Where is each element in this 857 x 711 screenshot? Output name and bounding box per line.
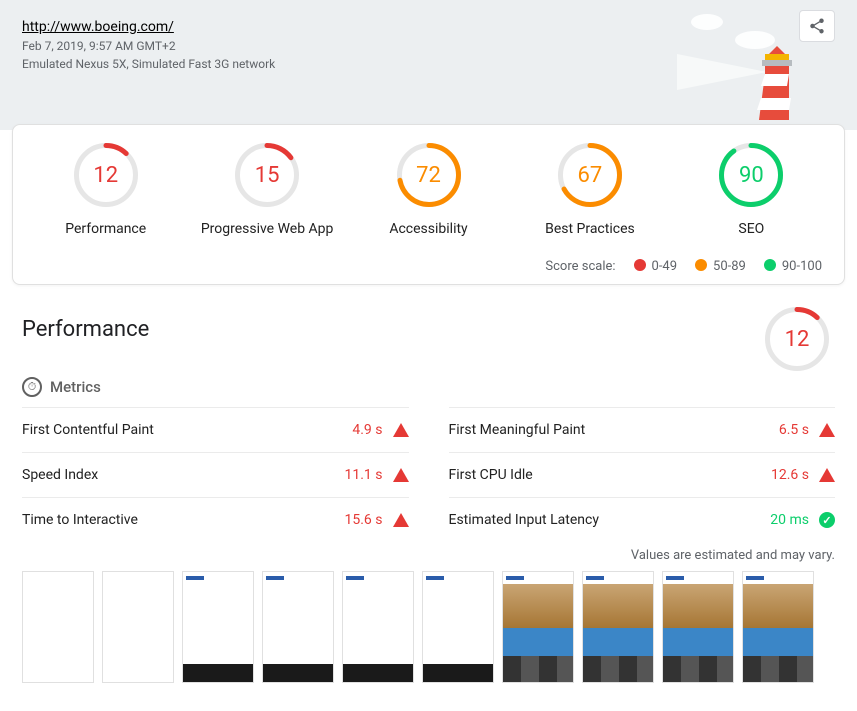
metric-row[interactable]: First CPU Idle 12.6 s — [449, 452, 836, 497]
filmstrip-frame — [742, 571, 814, 683]
report-timestamp: Feb 7, 2019, 9:57 AM GMT+2 — [22, 39, 835, 53]
metric-name: First CPU Idle — [449, 467, 772, 483]
scores-card: 12 Performance 15 Progressive Web App 72… — [12, 124, 845, 285]
score-item-progressive web app[interactable]: 15 Progressive Web App — [186, 143, 347, 237]
filmstrip-frame — [102, 571, 174, 683]
fail-icon — [393, 513, 409, 527]
filmstrip-frame — [662, 571, 734, 683]
share-icon — [808, 17, 826, 35]
score-item-seo[interactable]: 90 SEO — [671, 143, 832, 237]
metric-name: First Meaningful Paint — [449, 422, 779, 438]
score-scale: Score scale: 0-49 50-89 90-100 — [25, 259, 832, 274]
scores-row: 12 Performance 15 Progressive Web App 72… — [25, 143, 832, 237]
metric-row[interactable]: Estimated Input Latency 20 ms — [449, 497, 836, 542]
filmstrip-frame — [502, 571, 574, 683]
filmstrip-frame — [22, 571, 94, 683]
filmstrip — [22, 571, 835, 695]
score-label: Best Practices — [509, 221, 670, 237]
filmstrip-frame — [422, 571, 494, 683]
scale-range: 90-100 — [764, 259, 822, 274]
metrics-column-left: First Contentful Paint 4.9 s Speed Index… — [22, 407, 409, 542]
filmstrip-frame — [342, 571, 414, 683]
metric-name: Speed Index — [22, 467, 345, 483]
metrics-column-right: First Meaningful Paint 6.5 s First CPU I… — [449, 407, 836, 542]
metric-value: 6.5 s — [779, 422, 809, 438]
metric-value: 4.9 s — [352, 422, 382, 438]
values-vary-note: Values are estimated and may vary. — [22, 548, 835, 563]
scale-range: 50-89 — [695, 259, 746, 274]
score-label: Accessibility — [348, 221, 509, 237]
metric-row[interactable]: Time to Interactive 15.6 s — [22, 497, 409, 542]
report-device: Emulated Nexus 5X, Simulated Fast 3G net… — [22, 57, 835, 71]
metric-value: 11.1 s — [345, 467, 383, 483]
score-item-accessibility[interactable]: 72 Accessibility — [348, 143, 509, 237]
metric-row[interactable]: Speed Index 11.1 s — [22, 452, 409, 497]
metric-name: Time to Interactive — [22, 512, 345, 528]
fail-icon — [819, 468, 835, 482]
metric-value: 15.6 s — [345, 512, 383, 528]
performance-section: Performance 12 ⏱ Metrics First Contentfu… — [0, 291, 857, 711]
score-item-performance[interactable]: 12 Performance — [25, 143, 186, 237]
audited-url-link[interactable]: http://www.boeing.com/ — [22, 19, 174, 35]
performance-title: Performance — [22, 317, 765, 342]
share-button[interactable] — [799, 10, 835, 42]
metric-name: First Contentful Paint — [22, 422, 352, 438]
score-item-best practices[interactable]: 67 Best Practices — [509, 143, 670, 237]
scale-range: 0-49 — [634, 259, 678, 274]
metrics-label: Metrics — [50, 378, 101, 396]
metrics-header: ⏱ Metrics — [22, 377, 835, 397]
filmstrip-frame — [262, 571, 334, 683]
fail-icon — [393, 468, 409, 482]
metric-value: 20 ms — [770, 512, 809, 528]
report-header: http://www.boeing.com/ Feb 7, 2019, 9:57… — [0, 0, 857, 130]
score-label: Performance — [25, 221, 186, 237]
pass-icon — [819, 512, 835, 528]
performance-score-gauge: 12 — [765, 307, 829, 371]
fail-icon — [819, 423, 835, 437]
metric-name: Estimated Input Latency — [449, 512, 771, 528]
metric-value: 12.6 s — [771, 467, 809, 483]
score-scale-label: Score scale: — [545, 259, 615, 274]
filmstrip-frame — [182, 571, 254, 683]
metric-row[interactable]: First Meaningful Paint 6.5 s — [449, 407, 836, 452]
stopwatch-icon: ⏱ — [22, 377, 42, 397]
score-label: SEO — [671, 221, 832, 237]
score-label: Progressive Web App — [186, 221, 347, 237]
metric-row[interactable]: First Contentful Paint 4.9 s — [22, 407, 409, 452]
fail-icon — [393, 423, 409, 437]
filmstrip-frame — [582, 571, 654, 683]
